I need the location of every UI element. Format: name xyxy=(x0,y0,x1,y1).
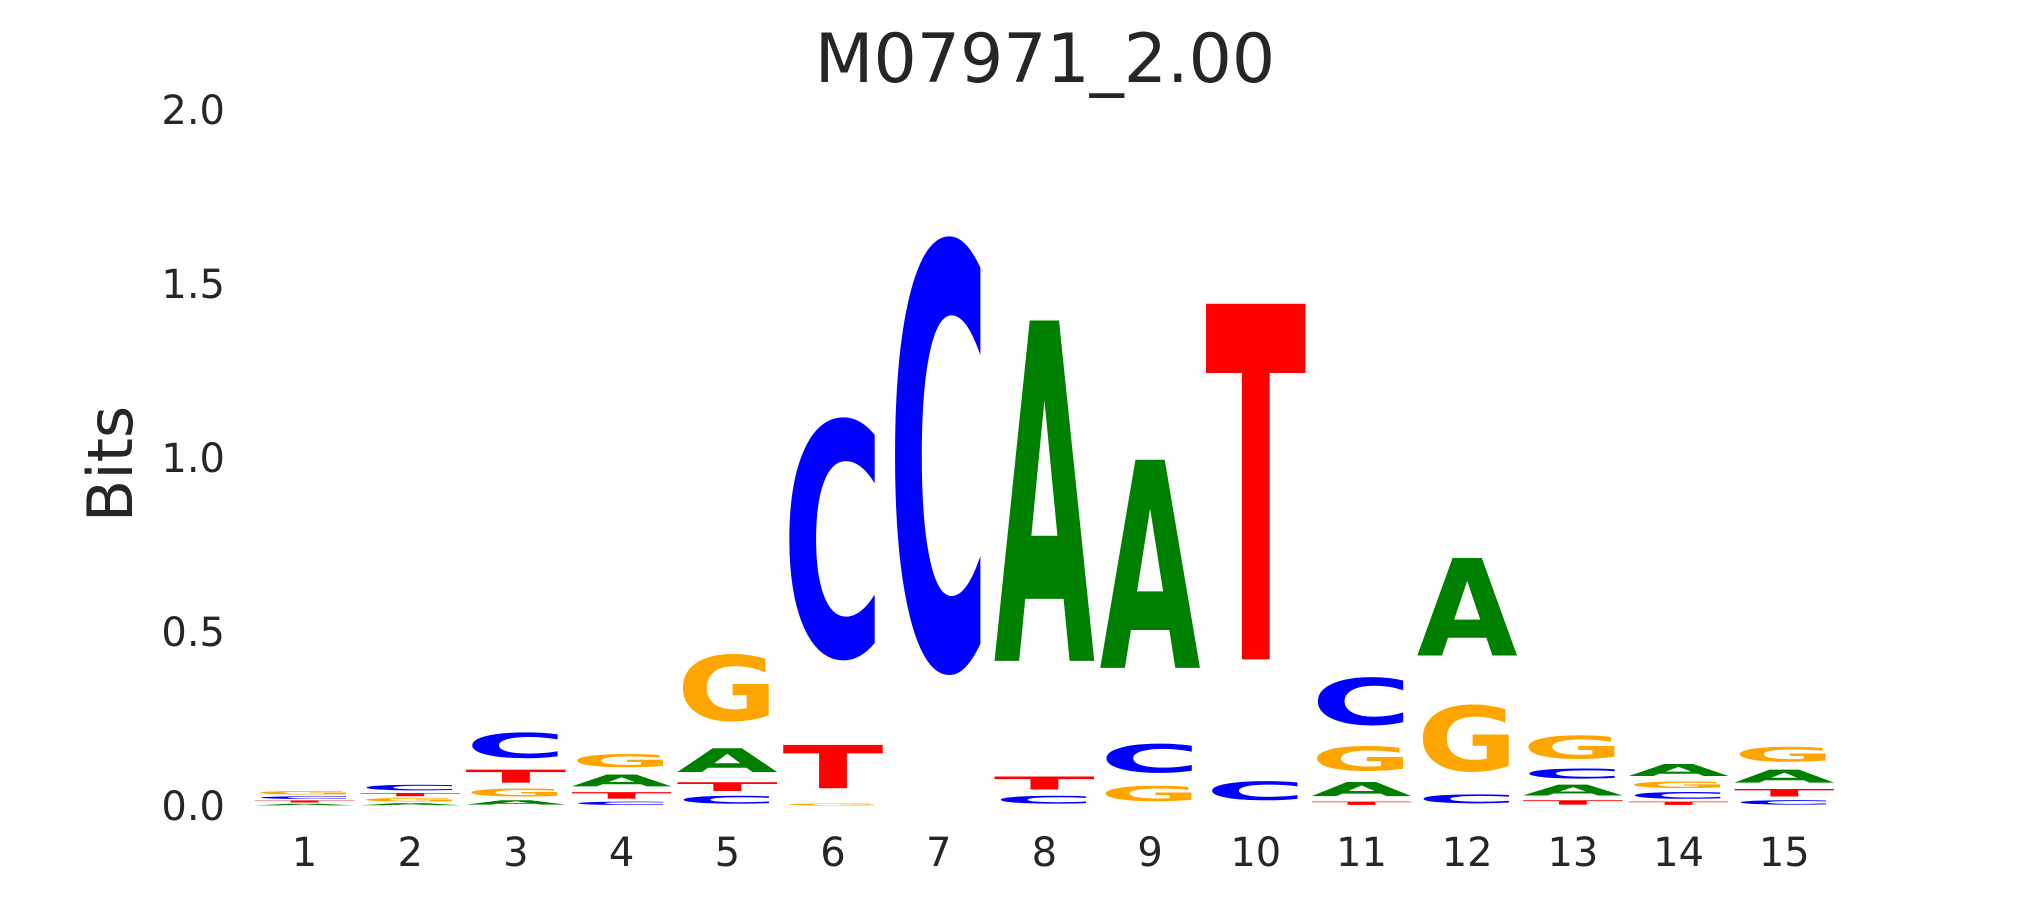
logo-letter-t: T xyxy=(571,790,672,800)
y-tick-label: 0.5 xyxy=(161,610,225,656)
logo-letter-g: G xyxy=(1311,740,1412,778)
logo-letter-c: C xyxy=(1417,792,1518,806)
logo-letter-c: C xyxy=(465,726,566,766)
y-tick-label: 1.5 xyxy=(161,262,225,308)
logo-letter-c: C xyxy=(1522,766,1623,782)
x-tick-label: 1 xyxy=(292,830,317,876)
logo-letter-a: A xyxy=(1522,782,1623,799)
x-tick-label: 4 xyxy=(609,830,634,876)
logo-letter-g: G xyxy=(1628,780,1729,790)
logo-letter-g: G xyxy=(677,638,778,742)
y-axis-label: Bits xyxy=(74,406,147,522)
x-tick-label: 7 xyxy=(926,830,951,876)
x-tick-label: 10 xyxy=(1230,830,1281,876)
logo-letter-t: T xyxy=(1734,787,1836,799)
x-tick-label: 11 xyxy=(1336,830,1387,876)
chart-title: M07971_2.00 xyxy=(815,20,1275,99)
logo-letter-a: A xyxy=(360,803,461,806)
x-tick-label: 5 xyxy=(715,830,740,876)
logo-letter-c: C xyxy=(1205,777,1306,806)
x-tick-label: 6 xyxy=(820,830,845,876)
logo-letter-a: A xyxy=(571,771,672,790)
x-tick-label: 9 xyxy=(1137,830,1162,876)
logo-letter-t: T xyxy=(1311,801,1412,806)
logo-letter-c: C xyxy=(360,783,461,792)
logo-letter-t: T xyxy=(783,733,884,803)
y-axis-ticks: 0.0 0.5 1.0 1.5 2.0 xyxy=(161,88,225,830)
logo-letter-g: G xyxy=(465,787,566,799)
logo-letter-t: T xyxy=(465,766,566,787)
logo-letter-g: G xyxy=(1522,730,1623,766)
y-tick-label: 2.0 xyxy=(161,88,225,134)
x-tick-label: 13 xyxy=(1547,830,1598,876)
logo-letter-a: A xyxy=(677,742,779,780)
logo-letter-a: A xyxy=(465,799,567,806)
logo-letter-g: G xyxy=(1417,688,1518,792)
logo-letter-c: C xyxy=(571,801,672,806)
logo-letter-c: C xyxy=(888,130,989,804)
x-tick-label: 15 xyxy=(1759,830,1810,876)
logo-letter-c: C xyxy=(1628,790,1729,800)
logo-letter-a: A xyxy=(1311,778,1412,801)
logo-letter-a: A xyxy=(1100,404,1201,736)
logo-letter-c: C xyxy=(254,796,355,800)
logo-letter-a: A xyxy=(254,803,355,806)
logo-letter-t: T xyxy=(1205,207,1307,775)
logo-letter-t: T xyxy=(677,780,778,794)
logo-letter-g: G xyxy=(1734,743,1835,766)
logo-letter-t: T xyxy=(1522,799,1623,806)
x-tick-label: 2 xyxy=(397,830,422,876)
x-axis-ticks: 1 2 3 4 5 6 7 8 9 10 11 12 13 14 15 xyxy=(292,830,1810,876)
y-tick-label: 0.0 xyxy=(161,784,225,830)
y-tick-label: 1.0 xyxy=(161,436,225,482)
logo-letter-c: C xyxy=(1100,736,1201,781)
logo-letter-g: G xyxy=(254,790,355,795)
logo-letter-a: A xyxy=(994,228,1096,771)
logo-letter-a: A xyxy=(1734,766,1835,787)
logo-letter-c: C xyxy=(994,794,1095,806)
logo-letter-t: T xyxy=(1628,801,1729,806)
logo-letter-c: C xyxy=(677,794,778,806)
logo-letter-c: C xyxy=(1734,799,1835,806)
logo-letter-t: T xyxy=(360,792,461,797)
logo-letter-g: G xyxy=(1100,782,1201,806)
logo-letter-c: C xyxy=(783,359,884,732)
x-tick-label: 8 xyxy=(1032,830,1057,876)
x-tick-label: 14 xyxy=(1653,830,1704,876)
logo-letter-t: T xyxy=(254,800,355,803)
logo-letter-t: T xyxy=(994,773,1095,794)
logo-letter-g: G xyxy=(571,750,672,771)
logo-letter-a: A xyxy=(1628,761,1729,780)
logo-letter-g: G xyxy=(360,797,461,802)
x-tick-label: 3 xyxy=(503,830,528,876)
logo-letter-a: A xyxy=(1417,532,1518,688)
logo-letter-g: G xyxy=(783,803,884,806)
logo-letter-c: C xyxy=(1311,666,1412,740)
x-tick-label: 12 xyxy=(1442,830,1493,876)
